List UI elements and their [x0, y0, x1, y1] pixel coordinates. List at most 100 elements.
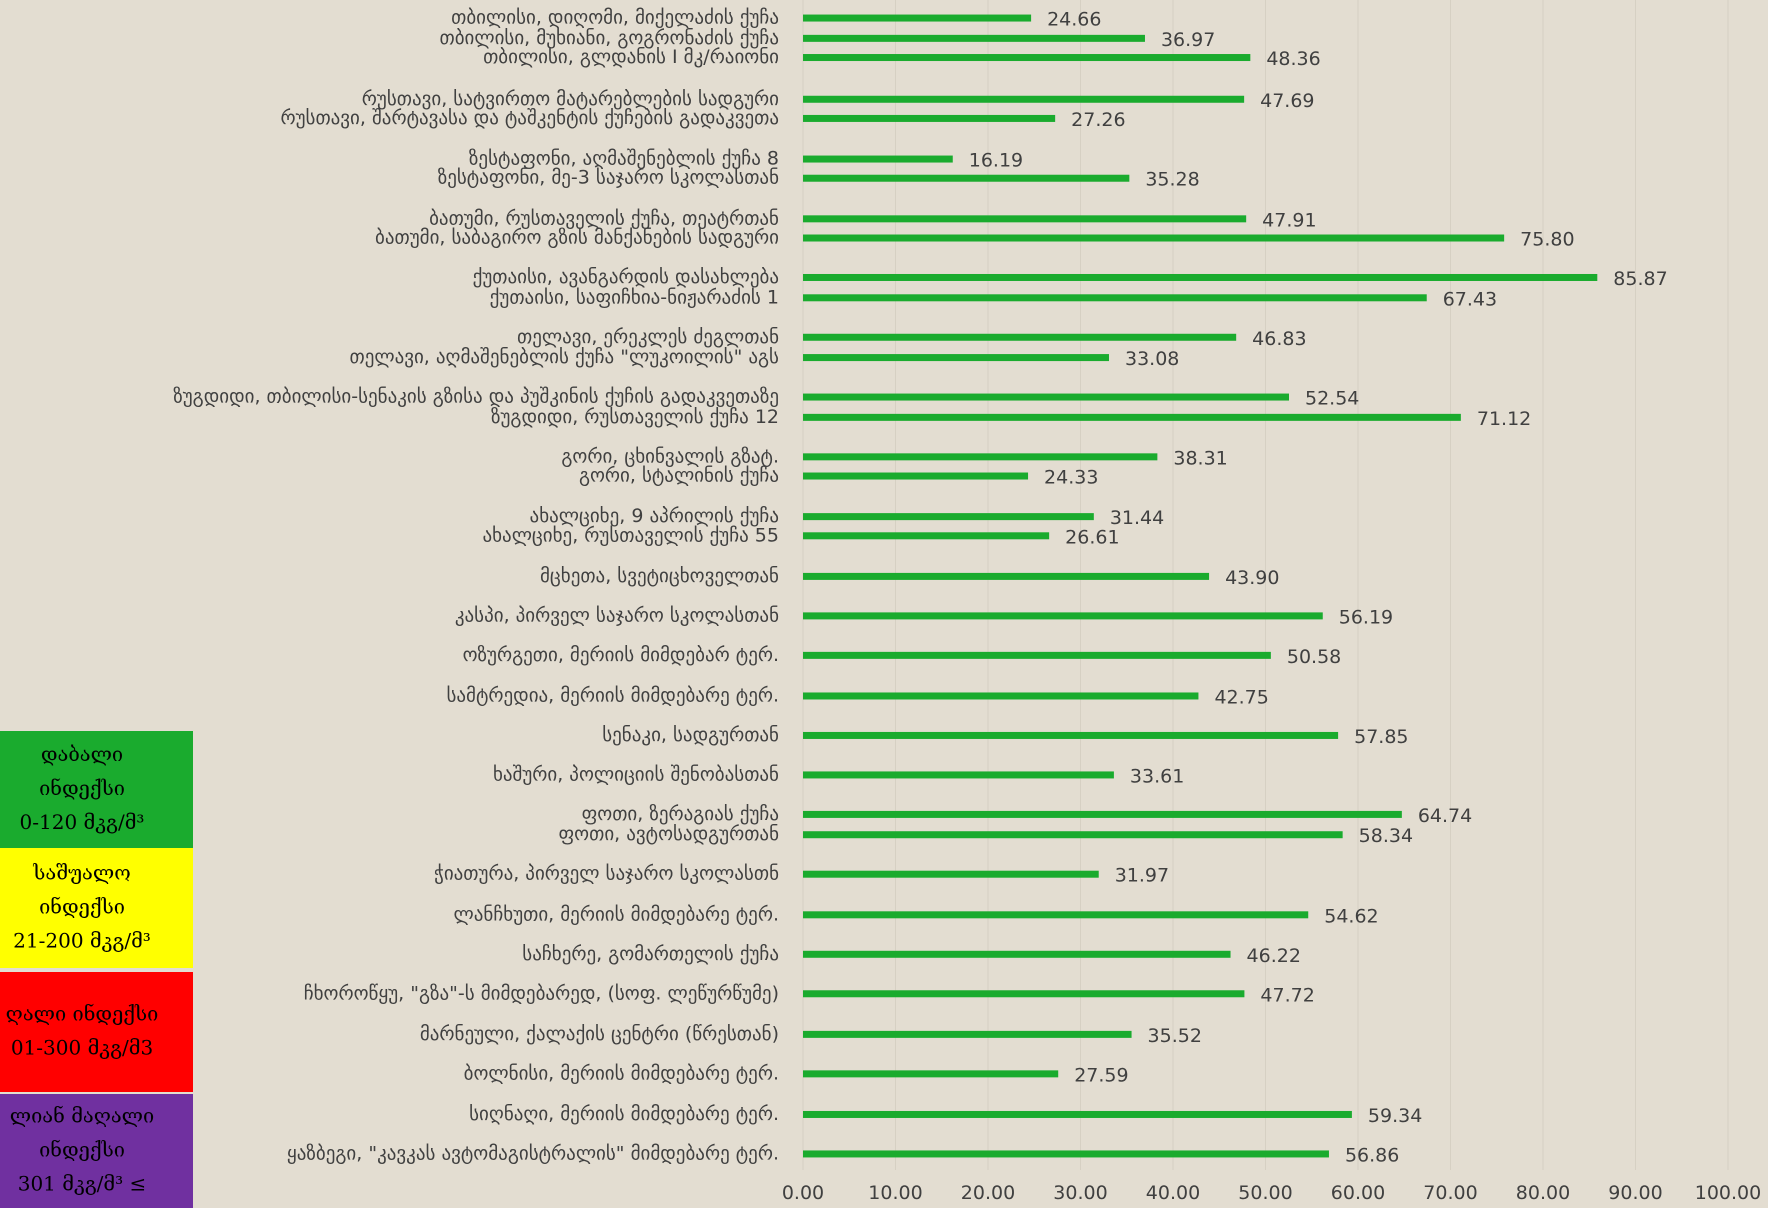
- bar: [803, 174, 1130, 182]
- x-tick-label: 10.00: [868, 1182, 922, 1204]
- value-label: 58.34: [1359, 825, 1413, 847]
- y-tick-label: ლანჩხუთი, მერიის მიმდებარე ტერ.: [454, 903, 779, 925]
- y-tick-label: ქუთაისი, ავანგარდის დასახლება: [473, 266, 779, 288]
- x-tick-label: 50.00: [1238, 1182, 1292, 1204]
- bar: [803, 771, 1114, 779]
- bar: [803, 950, 1231, 958]
- legend-swatch: [0, 972, 193, 1092]
- value-label: 50.58: [1287, 646, 1341, 668]
- bar: [803, 651, 1271, 659]
- legend-label: 01-300 მკგ/მ3: [11, 1036, 153, 1060]
- y-tick-label: ჩხოროწყუ, "გზა"-ს მიმდებარედ, (სოფ. ლეწუ…: [304, 982, 779, 1004]
- legend-label: 0-120 მკგ/მ³: [20, 810, 145, 834]
- value-label: 46.22: [1247, 945, 1301, 967]
- legend-label: 21-200 მკგ/მ³: [13, 929, 151, 953]
- value-label: 85.87: [1613, 268, 1667, 290]
- y-tick-label: გორი, ცხინვალის გზატ.: [561, 445, 779, 467]
- bar: [803, 472, 1029, 480]
- value-label: 24.66: [1047, 9, 1101, 31]
- y-tick-label: მცხეთა, სვეტიცხოველთან: [540, 565, 779, 587]
- x-tick-label: 60.00: [1331, 1182, 1385, 1204]
- value-label: 27.26: [1071, 109, 1125, 131]
- y-tick-label: ზუგდიდი, თბილისი-სენაკის გზისა და პუშკინ…: [173, 386, 779, 408]
- bar: [803, 810, 1402, 818]
- bar: [803, 34, 1145, 42]
- value-label: 52.54: [1305, 388, 1359, 410]
- y-tick-label: ზესტაფონი, მე-3 საჯარო სკოლასთან: [438, 167, 779, 189]
- legend-label: 301 მკგ/მ³ ≤: [18, 1172, 147, 1196]
- value-label: 64.74: [1418, 805, 1472, 827]
- legend-swatch: [0, 848, 193, 968]
- y-tick-label: თბილისი, დიღომი, მიქელაძის ქუჩა: [451, 7, 779, 29]
- y-tick-label: ფოთი, ზერაგიას ქუჩა: [582, 803, 779, 825]
- x-tick-label: 70.00: [1423, 1182, 1477, 1204]
- x-tick-label: 90.00: [1608, 1182, 1662, 1204]
- value-label: 33.61: [1130, 765, 1184, 787]
- bar: [803, 1150, 1329, 1158]
- value-label: 56.19: [1339, 606, 1393, 628]
- legend-swatch: [0, 1094, 193, 1208]
- bar: [803, 1110, 1352, 1118]
- value-label: 47.72: [1260, 984, 1314, 1006]
- value-label: 56.86: [1345, 1144, 1399, 1166]
- x-tick-label: 20.00: [961, 1182, 1015, 1204]
- legend-label: ინდექსი: [39, 776, 125, 800]
- y-tick-label: რუსთავი, შარტავასა და ტაშკენტის ქუჩების …: [280, 107, 779, 129]
- value-label: 26.61: [1065, 526, 1119, 548]
- bar: [803, 14, 1032, 22]
- value-label: 16.19: [969, 150, 1023, 172]
- bar: [803, 453, 1158, 461]
- bar: [803, 215, 1247, 223]
- y-tick-label: ოზურგეთი, მერიის მიმდებარ ტერ.: [463, 644, 779, 666]
- bar: [803, 692, 1199, 700]
- value-label: 38.31: [1173, 447, 1227, 469]
- y-tick-label: გორი, სტალინის ქუჩა: [579, 465, 779, 487]
- y-tick-label: ჭიათურა, პირველ საჯარო სკოლასთნ: [434, 863, 779, 885]
- value-label: 31.97: [1115, 865, 1169, 887]
- value-label: 24.33: [1044, 467, 1098, 489]
- legend-label: დაბალი: [41, 742, 123, 766]
- y-tick-label: ბათუმი, რუსთაველის ქუჩა, თეატრთან: [429, 207, 779, 229]
- y-tick-label: თბილისი, გლდანის I მკ/რაიონი: [483, 46, 779, 68]
- legend-label: საშუალო: [32, 861, 130, 885]
- value-label: 57.85: [1354, 726, 1408, 748]
- bar: [803, 532, 1050, 540]
- x-tick-label: 100.00: [1695, 1182, 1761, 1204]
- bar: [803, 95, 1245, 103]
- bar: [803, 870, 1099, 878]
- legend-label: ინდექსი: [39, 1138, 125, 1162]
- x-tick-label: 40.00: [1146, 1182, 1200, 1204]
- bar: [803, 155, 953, 163]
- y-tick-label: თელავი, ერეკლეს ძეგლთან: [517, 326, 779, 348]
- value-label: 46.83: [1252, 328, 1306, 350]
- y-tick-label: ქუთაისი, საფიჩხია-ნიჟარაძის 1: [490, 286, 779, 308]
- y-tick-label: ბოლნისი, მერიის მიმდებარე ტერ.: [464, 1062, 779, 1084]
- bar: [803, 393, 1289, 401]
- y-tick-label: სამტრედია, მერიის მიმდებარე ტერ.: [446, 684, 779, 706]
- legend-swatch: [0, 731, 193, 848]
- value-label: 48.36: [1266, 48, 1320, 70]
- value-label: 27.59: [1074, 1064, 1128, 1086]
- bar: [803, 513, 1094, 521]
- value-label: 67.43: [1443, 288, 1497, 310]
- legend-label: ლიან მაღალი: [10, 1104, 154, 1128]
- y-tick-label: თბილისი, მუხიანი, გოგრონაძის ქუჩა: [439, 27, 779, 49]
- value-label: 54.62: [1324, 905, 1378, 927]
- y-tick-label: რუსთავი, სატვირთო მატარებლების სადგური: [362, 88, 779, 110]
- bar: [803, 413, 1461, 421]
- value-label: 31.44: [1110, 507, 1164, 529]
- x-tick-label: 30.00: [1053, 1182, 1107, 1204]
- value-label: 47.69: [1260, 90, 1314, 112]
- y-tick-label: ფოთი, ავტოსადგურთან: [559, 823, 780, 845]
- y-tick-label: ხაშური, პოლიციის შენობასთან: [493, 763, 779, 785]
- value-label: 35.28: [1145, 169, 1199, 191]
- legend-label: ღალი ინდექსი: [6, 1002, 159, 1026]
- bar: [803, 612, 1323, 620]
- value-label: 33.08: [1125, 348, 1179, 370]
- bar: [803, 911, 1309, 919]
- y-tick-label: ზუგდიდი, რუსთაველის ქუჩა 12: [491, 406, 779, 428]
- value-label: 42.75: [1214, 686, 1268, 708]
- value-label: 35.52: [1148, 1025, 1202, 1047]
- bar: [803, 333, 1237, 341]
